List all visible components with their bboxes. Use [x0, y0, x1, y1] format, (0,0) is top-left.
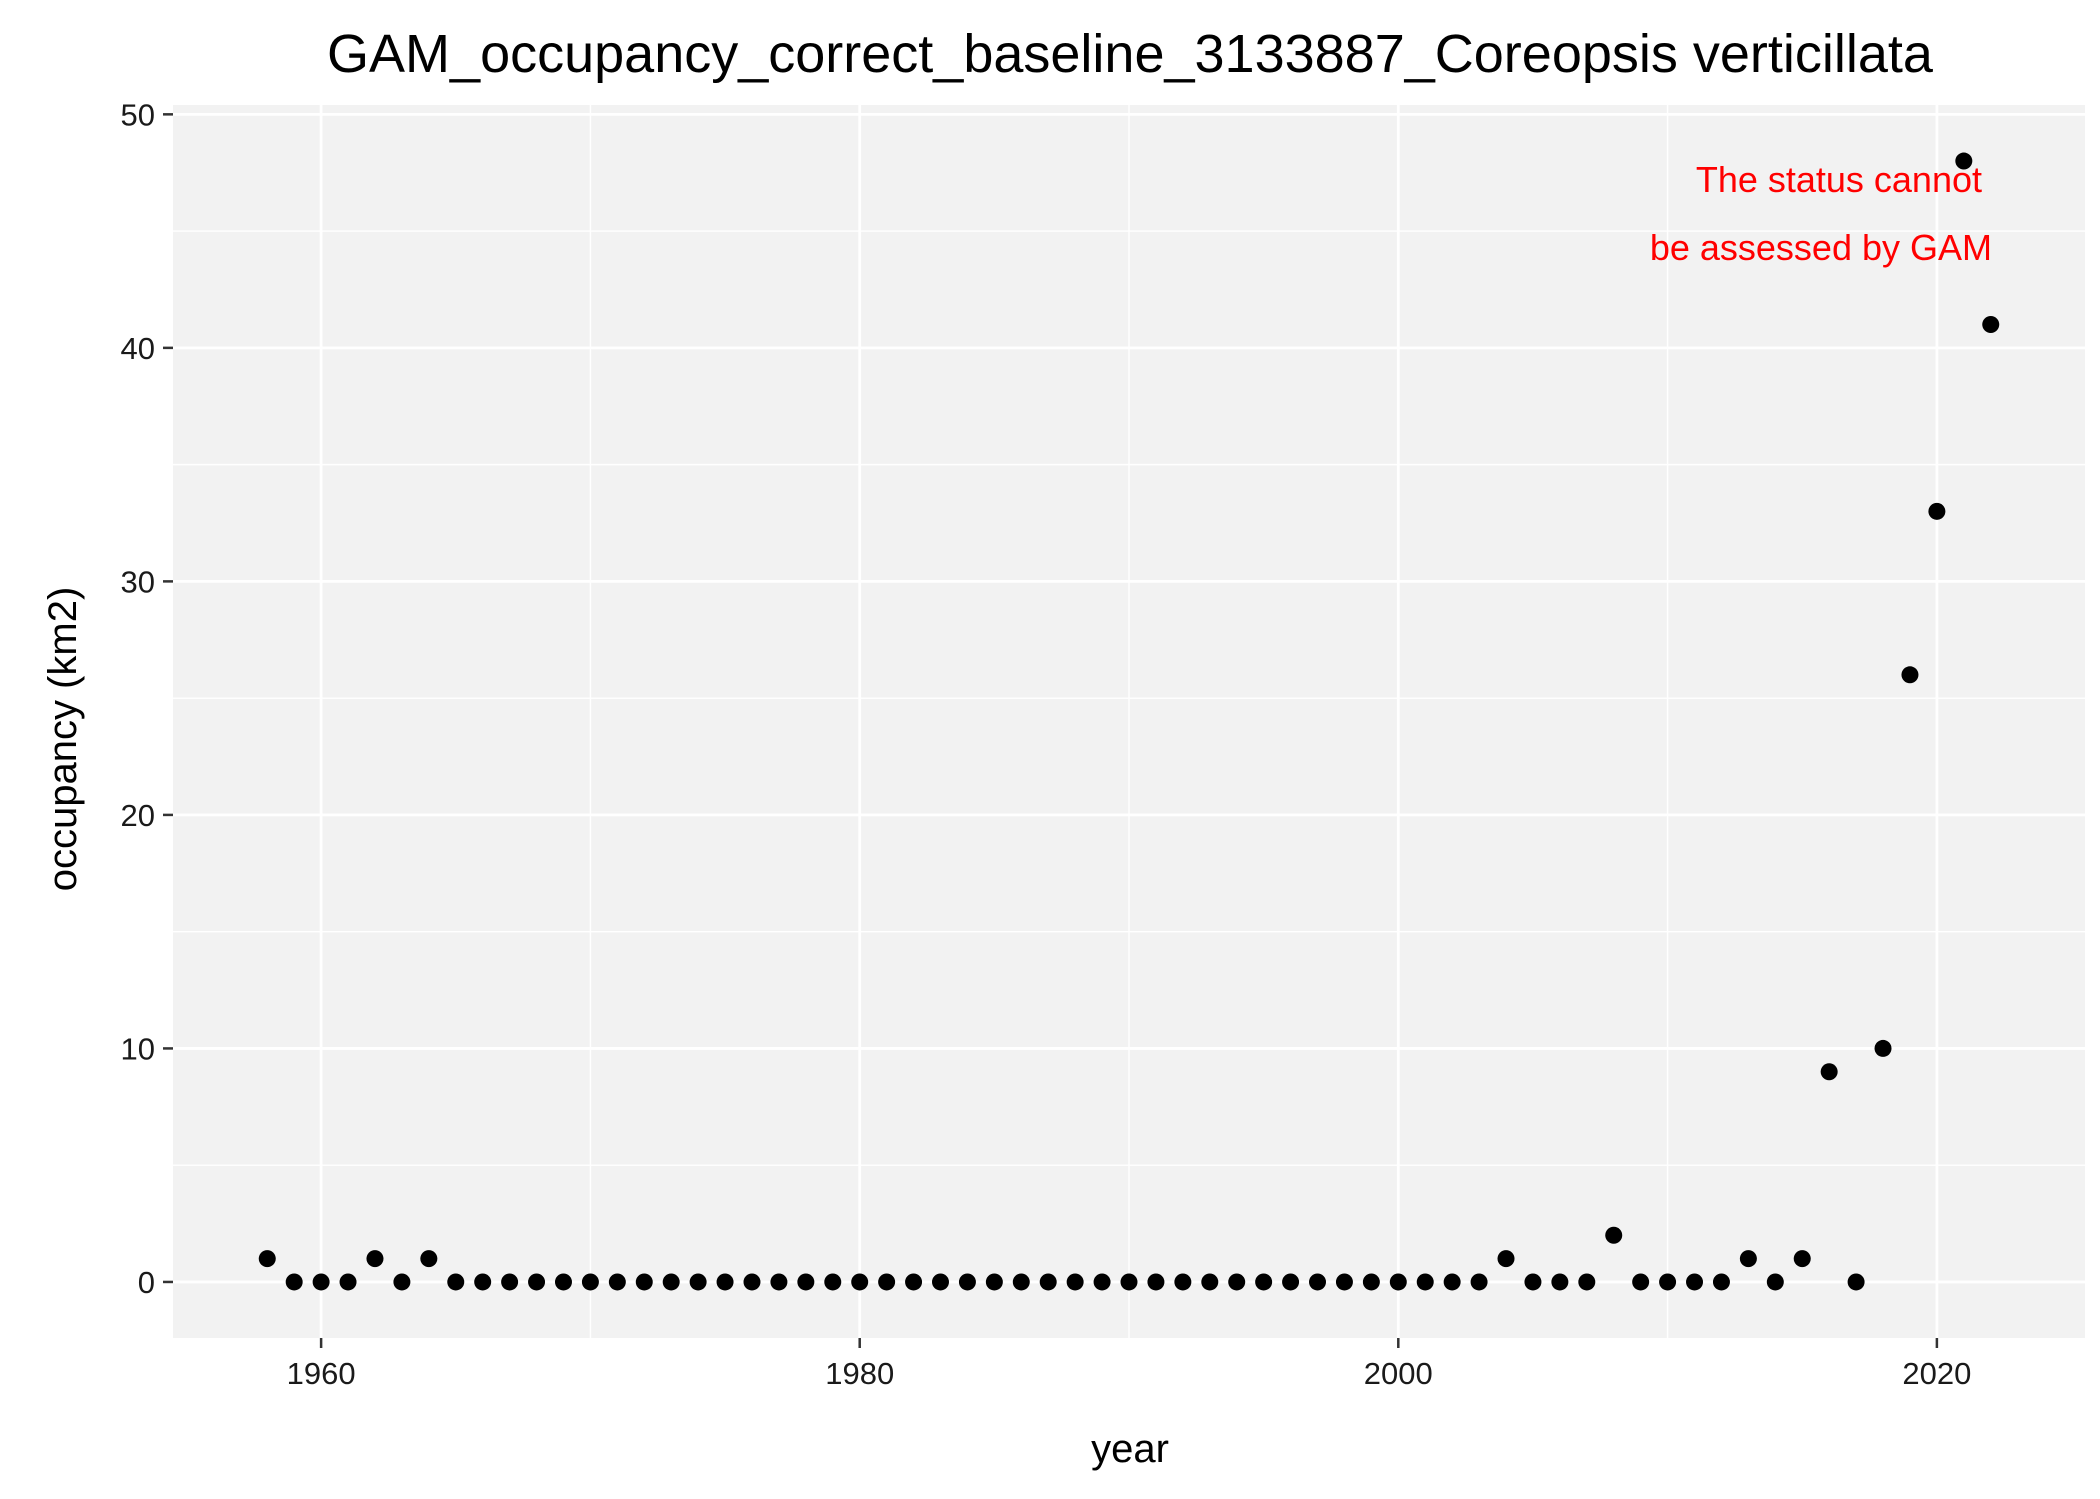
- data-point: [1497, 1250, 1515, 1268]
- data-point: [1362, 1273, 1380, 1291]
- data-point: [1739, 1250, 1757, 1268]
- data-point: [1335, 1273, 1353, 1291]
- data-point: [608, 1273, 626, 1291]
- data-point: [1389, 1273, 1407, 1291]
- data-point: [1874, 1039, 1892, 1057]
- annotation-line-1: The status cannot: [1696, 159, 1982, 200]
- y-tick-label: 50: [121, 97, 155, 132]
- y-tick-label: 20: [121, 798, 155, 833]
- y-tick-label: 0: [138, 1265, 155, 1300]
- data-point: [1524, 1273, 1542, 1291]
- data-point: [635, 1273, 653, 1291]
- y-tick-label: 10: [121, 1031, 155, 1066]
- data-point: [1766, 1273, 1784, 1291]
- y-tick-label: 30: [121, 564, 155, 599]
- data-point: [581, 1273, 599, 1291]
- data-point: [1443, 1273, 1461, 1291]
- data-point: [931, 1273, 949, 1291]
- data-point: [339, 1273, 357, 1291]
- data-point: [1820, 1063, 1838, 1081]
- data-point: [447, 1273, 465, 1291]
- data-point: [366, 1250, 384, 1268]
- x-tick-label: 2020: [1902, 1356, 1971, 1391]
- data-point: [905, 1273, 923, 1291]
- data-point: [1470, 1273, 1488, 1291]
- data-point: [420, 1250, 438, 1268]
- data-point: [1012, 1273, 1030, 1291]
- data-point: [1686, 1273, 1704, 1291]
- y-axis-title: occupancy (km2): [41, 587, 85, 892]
- data-point: [1416, 1273, 1434, 1291]
- data-point: [1039, 1273, 1057, 1291]
- data-point: [1793, 1250, 1811, 1268]
- data-point: [285, 1273, 303, 1291]
- data-point: [1255, 1273, 1273, 1291]
- annotation-line-2: be assessed by GAM: [1650, 227, 1992, 268]
- data-point: [1955, 152, 1973, 170]
- data-point: [851, 1273, 869, 1291]
- data-point: [1847, 1273, 1865, 1291]
- data-point: [878, 1273, 896, 1291]
- data-point: [312, 1273, 330, 1291]
- data-point: [554, 1273, 572, 1291]
- data-point: [1712, 1273, 1730, 1291]
- chart-title: GAM_occupancy_correct_baseline_3133887_C…: [327, 24, 1934, 84]
- data-point: [1578, 1273, 1596, 1291]
- data-point: [770, 1273, 788, 1291]
- data-point: [1228, 1273, 1246, 1291]
- data-point: [1551, 1273, 1569, 1291]
- y-axis: 0 10 20 30 40 50: [121, 97, 173, 1300]
- data-point: [501, 1273, 519, 1291]
- data-point: [689, 1273, 707, 1291]
- data-point: [1201, 1273, 1219, 1291]
- data-point: [474, 1273, 492, 1291]
- data-point: [1901, 666, 1919, 684]
- data-point: [1605, 1226, 1623, 1244]
- y-tick-label: 40: [121, 331, 155, 366]
- data-point: [1928, 502, 1946, 520]
- major-gridlines: [173, 105, 2085, 1338]
- data-point: [1120, 1273, 1138, 1291]
- data-point: [528, 1273, 546, 1291]
- x-axis-title: year: [1091, 1427, 1169, 1471]
- minor-gridlines: [173, 105, 2085, 1338]
- data-point: [1093, 1273, 1111, 1291]
- data-point: [1632, 1273, 1650, 1291]
- data-point: [716, 1273, 734, 1291]
- x-axis: 1960 1980 2000 2020: [287, 1338, 1971, 1391]
- data-points: [258, 152, 2000, 1291]
- data-point: [1147, 1273, 1165, 1291]
- data-point: [662, 1273, 680, 1291]
- data-point: [985, 1273, 1003, 1291]
- data-point: [743, 1273, 761, 1291]
- data-point: [797, 1273, 815, 1291]
- data-point: [958, 1273, 976, 1291]
- x-tick-label: 2000: [1364, 1356, 1433, 1391]
- data-point: [824, 1273, 842, 1291]
- data-point: [1174, 1273, 1192, 1291]
- data-point: [1309, 1273, 1327, 1291]
- data-point: [1982, 316, 2000, 334]
- data-point: [1659, 1273, 1677, 1291]
- x-tick-label: 1980: [825, 1356, 894, 1391]
- data-point: [258, 1250, 276, 1268]
- data-point: [1282, 1273, 1300, 1291]
- data-point: [1066, 1273, 1084, 1291]
- data-point: [393, 1273, 411, 1291]
- x-tick-label: 1960: [287, 1356, 356, 1391]
